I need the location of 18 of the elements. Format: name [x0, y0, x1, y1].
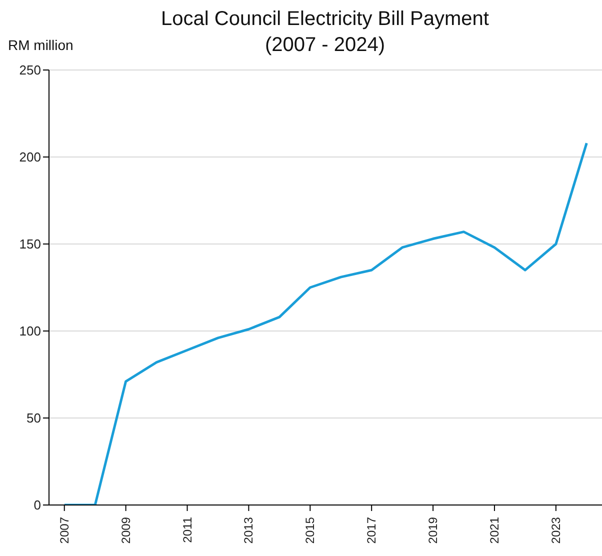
- y-tick-label: 150: [19, 236, 41, 252]
- x-tick-label: 2017: [364, 516, 379, 544]
- y-tick-label: 250: [19, 62, 41, 78]
- x-tick-label: 2011: [180, 516, 194, 543]
- y-tick-label: 0: [34, 498, 41, 513]
- line-series: [63, 142, 588, 505]
- x-tick-label: 2013: [242, 516, 256, 544]
- x-tick-label: 2015: [303, 516, 318, 544]
- x-tick-label: 2021: [487, 516, 502, 544]
- y-axis-title: RM million: [8, 37, 74, 53]
- y-tick-label: 100: [19, 324, 41, 339]
- x-tick-label: 2007: [57, 516, 72, 544]
- y-tick-label: 50: [26, 410, 41, 426]
- y-tick-label: 200: [19, 150, 41, 165]
- x-tick-label: 2019: [426, 516, 440, 544]
- chart-title: Local Council Electricity Bill Payment (2007 - 2024): [161, 8, 489, 56]
- x-tick-label: 2009: [118, 516, 133, 544]
- x-tick-label: 2023: [548, 516, 563, 544]
